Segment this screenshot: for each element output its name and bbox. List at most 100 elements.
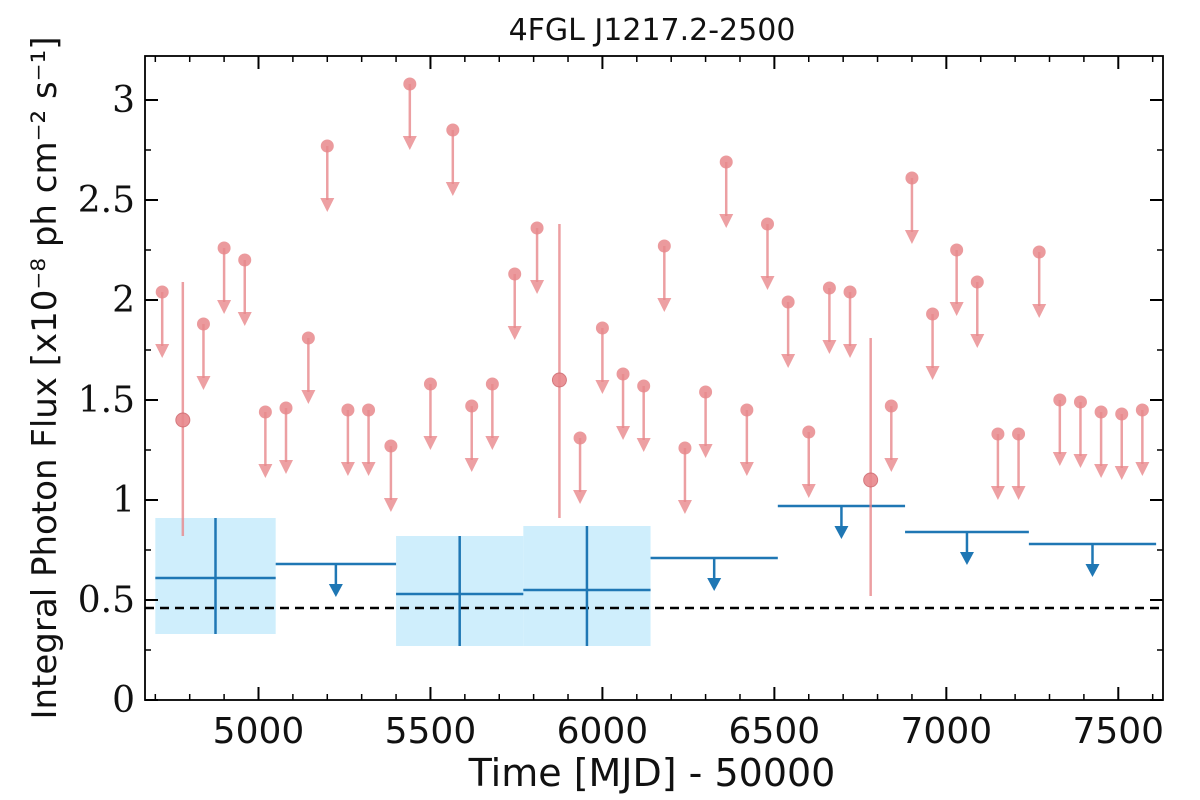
short-bin-upper-limit-marker xyxy=(258,405,272,419)
short-bin-upper-limit-marker xyxy=(301,331,315,345)
long-bin-upper-limit-arrow xyxy=(834,526,849,539)
short-bin-upper-limit-arrow xyxy=(884,458,899,472)
short-bin-upper-limit-arrow xyxy=(1073,454,1088,468)
x-tick-label: 6500 xyxy=(729,711,821,752)
short-bin-upper-limit-arrow xyxy=(1114,466,1129,480)
short-bin-upper-limit-arrow xyxy=(423,436,438,450)
short-bin-upper-limit-marker xyxy=(341,403,355,417)
x-tick-label: 7500 xyxy=(1072,711,1164,752)
plot-area: 5000 5500 6000 6500 7000 7500 0 0.5 1 1.5 2 2.5 3 xyxy=(78,55,1164,752)
short-bin-upper-limit-marker xyxy=(781,295,795,309)
short-bin-upper-limit-marker xyxy=(362,403,376,417)
short-bin-upper-limit-arrow xyxy=(340,462,355,476)
short-bin-upper-limit-arrow xyxy=(237,312,252,326)
short-bin-upper-limit-marker xyxy=(508,267,522,281)
short-bin-upper-limit-arrow xyxy=(258,464,273,478)
short-bin-upper-limit-marker xyxy=(423,377,437,391)
y-tick-label: 1.5 xyxy=(78,380,135,421)
short-bin-upper-limit-marker xyxy=(1135,403,1149,417)
y-tick-label: 2 xyxy=(112,280,135,321)
short-bin-upper-limit-marker xyxy=(320,139,334,153)
short-bin-upper-limit-arrow xyxy=(925,366,940,380)
short-bin-upper-limit-arrow xyxy=(760,276,775,290)
short-bin-upper-limit-marker xyxy=(279,401,293,415)
short-bin-upper-limit-arrow xyxy=(1094,464,1109,478)
y-tick-label: 1 xyxy=(112,480,135,521)
short-bin-upper-limit-marker xyxy=(926,307,940,321)
short-bin-upper-limit-arrow xyxy=(739,462,754,476)
short-bin-upper-limit-arrow xyxy=(657,298,672,312)
y-tick-label: 2.5 xyxy=(78,180,135,221)
x-tick-label: 7000 xyxy=(901,711,993,752)
short-bin-upper-limit-arrow xyxy=(990,486,1005,500)
long-bin-upper-limit-arrow xyxy=(1085,564,1100,577)
short-bin-upper-limit-marker xyxy=(970,275,984,289)
short-bin-upper-limit-marker xyxy=(465,399,479,413)
short-bin-upper-limit-marker xyxy=(217,241,231,255)
y-axis-label: Integral Photon Flux [x10⁻⁸ ph cm⁻² s⁻¹] xyxy=(25,36,65,719)
short-bin-upper-limit-marker xyxy=(155,285,169,299)
short-bin-upper-limit-arrow xyxy=(595,380,610,394)
short-bin-upper-limit-arrow xyxy=(698,444,713,458)
short-bin-upper-limit-marker xyxy=(403,77,417,91)
short-bin-upper-limit-arrow xyxy=(361,462,376,476)
short-bin-upper-limit-arrow xyxy=(530,280,545,294)
short-bin-upper-limit-arrow xyxy=(949,302,964,316)
x-tick-label: 5500 xyxy=(385,711,477,752)
long-bin-upper-limit-arrow xyxy=(959,552,974,565)
short-bin-upper-limit-arrow xyxy=(217,300,232,314)
short-bin-upper-limit-arrow xyxy=(402,136,417,150)
chart-title: 4FGL J1217.2-2500 xyxy=(509,13,796,48)
short-bin-detection-marker xyxy=(863,472,879,488)
short-bin-upper-limit-arrow xyxy=(279,460,294,474)
short-bin-upper-limit-arrow xyxy=(383,498,398,512)
short-bin-upper-limit-marker xyxy=(699,385,713,399)
short-bin-upper-limit-marker xyxy=(530,221,544,235)
x-tick-label: 6000 xyxy=(557,711,649,752)
short-bin-upper-limit-arrow xyxy=(507,326,522,340)
short-bin-upper-limit-arrow xyxy=(155,344,170,358)
short-bin-upper-limit-arrow xyxy=(677,500,692,514)
short-bin-upper-limit-marker xyxy=(573,431,587,445)
short-bin-upper-limit-marker xyxy=(678,441,692,455)
short-bin-upper-limit-marker xyxy=(657,239,671,253)
short-bin-upper-limit-arrow xyxy=(636,438,651,452)
short-bin-upper-limit-marker xyxy=(905,171,919,185)
short-bin-upper-limit-arrow xyxy=(970,334,985,348)
short-bin-upper-limit-marker xyxy=(1032,245,1046,259)
short-bin-upper-limit-marker xyxy=(446,123,460,137)
short-bin-upper-limit-marker xyxy=(1073,395,1087,409)
short-bin-upper-limit-arrow xyxy=(464,458,479,472)
short-bin-upper-limit-marker xyxy=(822,281,836,295)
short-bin-upper-limit-arrow xyxy=(573,490,588,504)
short-bin-upper-limit-arrow xyxy=(1011,486,1026,500)
long-bin-upper-limit-arrow xyxy=(328,584,343,597)
x-axis-label: Time [MJD] - 50000 xyxy=(468,751,836,795)
short-bin-upper-limit-marker xyxy=(1053,393,1067,407)
short-bin-upper-limit-marker xyxy=(637,379,651,393)
short-bin-upper-limit-arrow xyxy=(301,390,316,404)
short-bin-upper-limit-marker xyxy=(843,285,857,299)
short-bin-upper-limit-marker xyxy=(760,217,774,231)
short-bin-upper-limit-arrow xyxy=(1135,462,1150,476)
short-bin-upper-limit-arrow xyxy=(320,198,335,212)
short-bin-upper-limit-arrow xyxy=(822,340,837,354)
short-bin-upper-limit-arrow xyxy=(1032,304,1047,318)
short-bin-upper-limit-arrow xyxy=(719,214,734,228)
short-bin-upper-limit-marker xyxy=(1012,427,1026,441)
short-bin-upper-limit-marker xyxy=(485,377,499,391)
short-bin-upper-limit-arrow xyxy=(904,230,919,244)
data-layer xyxy=(145,77,1163,646)
short-bin-upper-limit-marker xyxy=(384,439,398,453)
short-bin-upper-limit-marker xyxy=(884,399,898,413)
short-bin-detection-marker xyxy=(551,372,567,388)
short-bin-upper-limit-marker xyxy=(802,425,816,439)
short-bin-upper-limit-arrow xyxy=(801,484,816,498)
short-bin-upper-limit-arrow xyxy=(1052,452,1067,466)
short-bin-upper-limit-marker xyxy=(950,243,964,257)
y-tick-label: 0.5 xyxy=(78,580,135,621)
long-bin-upper-limit-arrow xyxy=(707,578,722,591)
short-bin-upper-limit-arrow xyxy=(485,436,500,450)
short-bin-upper-limit-marker xyxy=(740,403,754,417)
